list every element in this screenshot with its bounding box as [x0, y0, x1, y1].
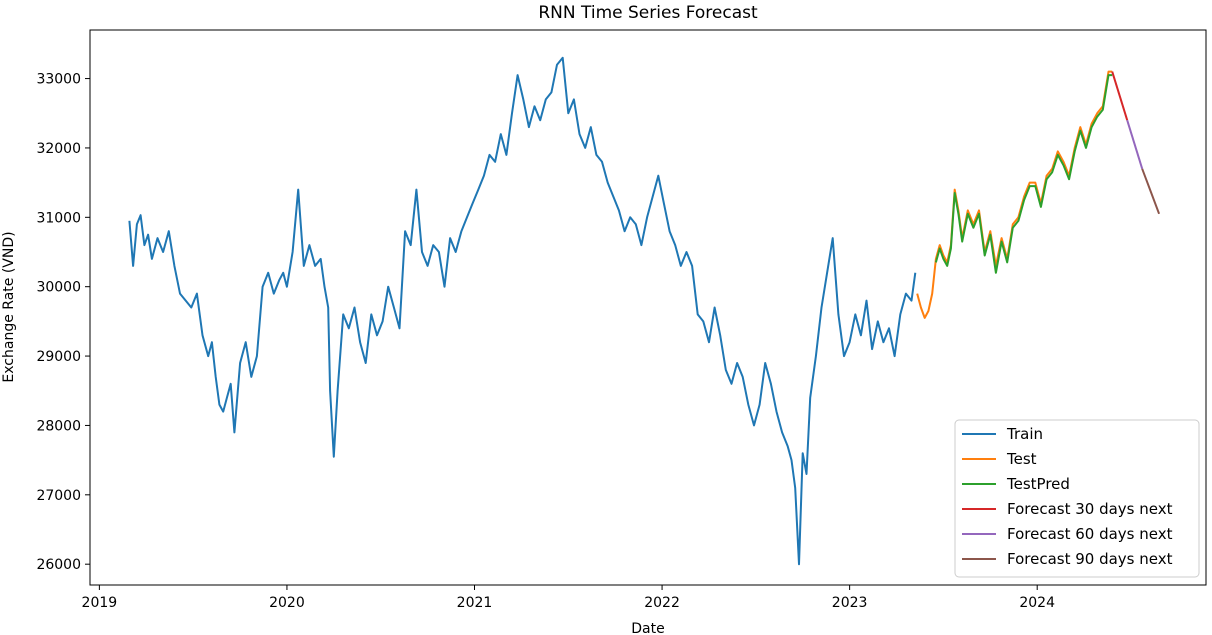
legend-label: TestPred: [1006, 475, 1070, 493]
x-tick-label: 2024: [1019, 595, 1055, 611]
x-tick-label: 2021: [457, 595, 493, 611]
y-tick-label: 32000: [36, 141, 81, 157]
x-tick-label: 2022: [644, 595, 680, 611]
y-tick-label: 33000: [36, 72, 81, 88]
y-tick-label: 27000: [36, 488, 81, 504]
series-line-2: [934, 74, 1113, 274]
y-tick-label: 29000: [36, 349, 81, 365]
legend-label: Forecast 30 days next: [1007, 500, 1173, 518]
legend-box: [954, 419, 1200, 578]
x-tick-label: 2023: [832, 595, 868, 611]
y-tick-label: 26000: [36, 557, 81, 573]
y-tick-label: 30000: [36, 280, 81, 296]
legend-label: Forecast 60 days next: [1007, 525, 1173, 543]
chart-title: RNN Time Series Forecast: [538, 3, 758, 23]
series-layer: [128, 56, 1161, 566]
x-tick-label: 2020: [269, 595, 305, 611]
legend: Train Test TestPred Forecast 30 days next Fo…: [954, 419, 1200, 578]
y-tick-label: 28000: [36, 418, 81, 434]
axes-layer: 2019 2020 2021 2022 2023 2024 26000 27000 28000 2…: [36, 72, 1055, 611]
series-line-3: [1111, 71, 1129, 121]
legend-entries: Train Test TestPred Forecast 30 days next Fo…: [962, 425, 1173, 568]
legend-label: Test: [1006, 450, 1037, 468]
x-axis-label: Date: [631, 621, 664, 635]
legend-label: Train: [1006, 425, 1043, 443]
plot-frame: [89, 29, 1207, 586]
y-axis-label: Exchange Rate (VND): [1, 231, 17, 382]
series-line-4: [1126, 119, 1144, 170]
y-tick-label: 31000: [36, 210, 81, 226]
legend-label: Forecast 90 days next: [1007, 550, 1173, 568]
series-line-5: [1141, 168, 1161, 215]
x-tick-label: 2019: [82, 595, 118, 611]
series-line-0: [128, 56, 917, 566]
